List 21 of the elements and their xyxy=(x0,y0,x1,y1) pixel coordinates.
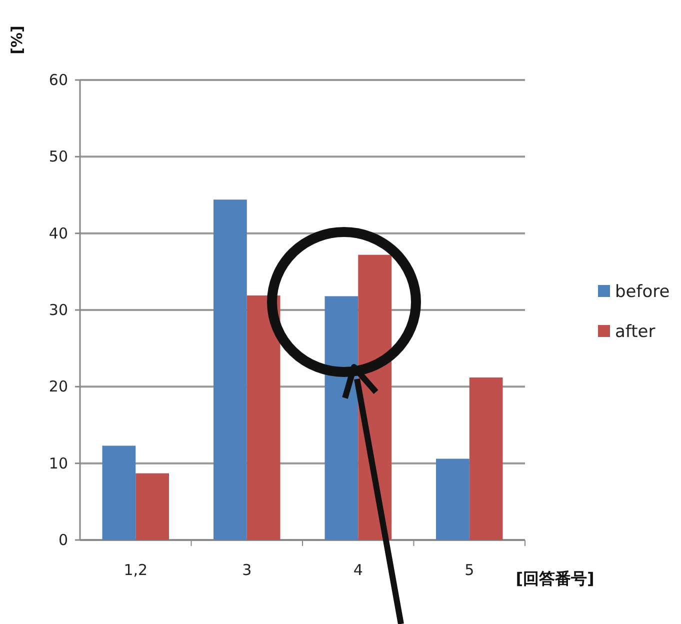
y-tick-label: 60 xyxy=(48,71,68,89)
x-tick-label: 4 xyxy=(353,561,363,579)
y-tick-label: 10 xyxy=(48,454,68,472)
bar xyxy=(214,200,247,540)
y-tick-label: 30 xyxy=(48,301,68,319)
y-tick-label: 50 xyxy=(48,148,68,166)
x-tick-label: 5 xyxy=(464,561,474,579)
y-tick-label: 0 xyxy=(58,531,68,549)
x-tick-label: 1,2 xyxy=(124,561,148,579)
y-axis-title: [%] xyxy=(8,26,26,54)
x-axis-title: [回答番号] xyxy=(516,569,594,588)
bar xyxy=(436,458,470,540)
bar xyxy=(136,473,169,540)
bar xyxy=(246,295,280,540)
legend-label: after xyxy=(615,322,656,342)
y-tick-label: 40 xyxy=(48,224,68,242)
x-tick-label: 3 xyxy=(242,561,252,579)
bar xyxy=(102,446,136,540)
bar xyxy=(469,377,503,540)
y-tick-label: 20 xyxy=(48,378,68,396)
legend-label: before xyxy=(615,282,670,302)
